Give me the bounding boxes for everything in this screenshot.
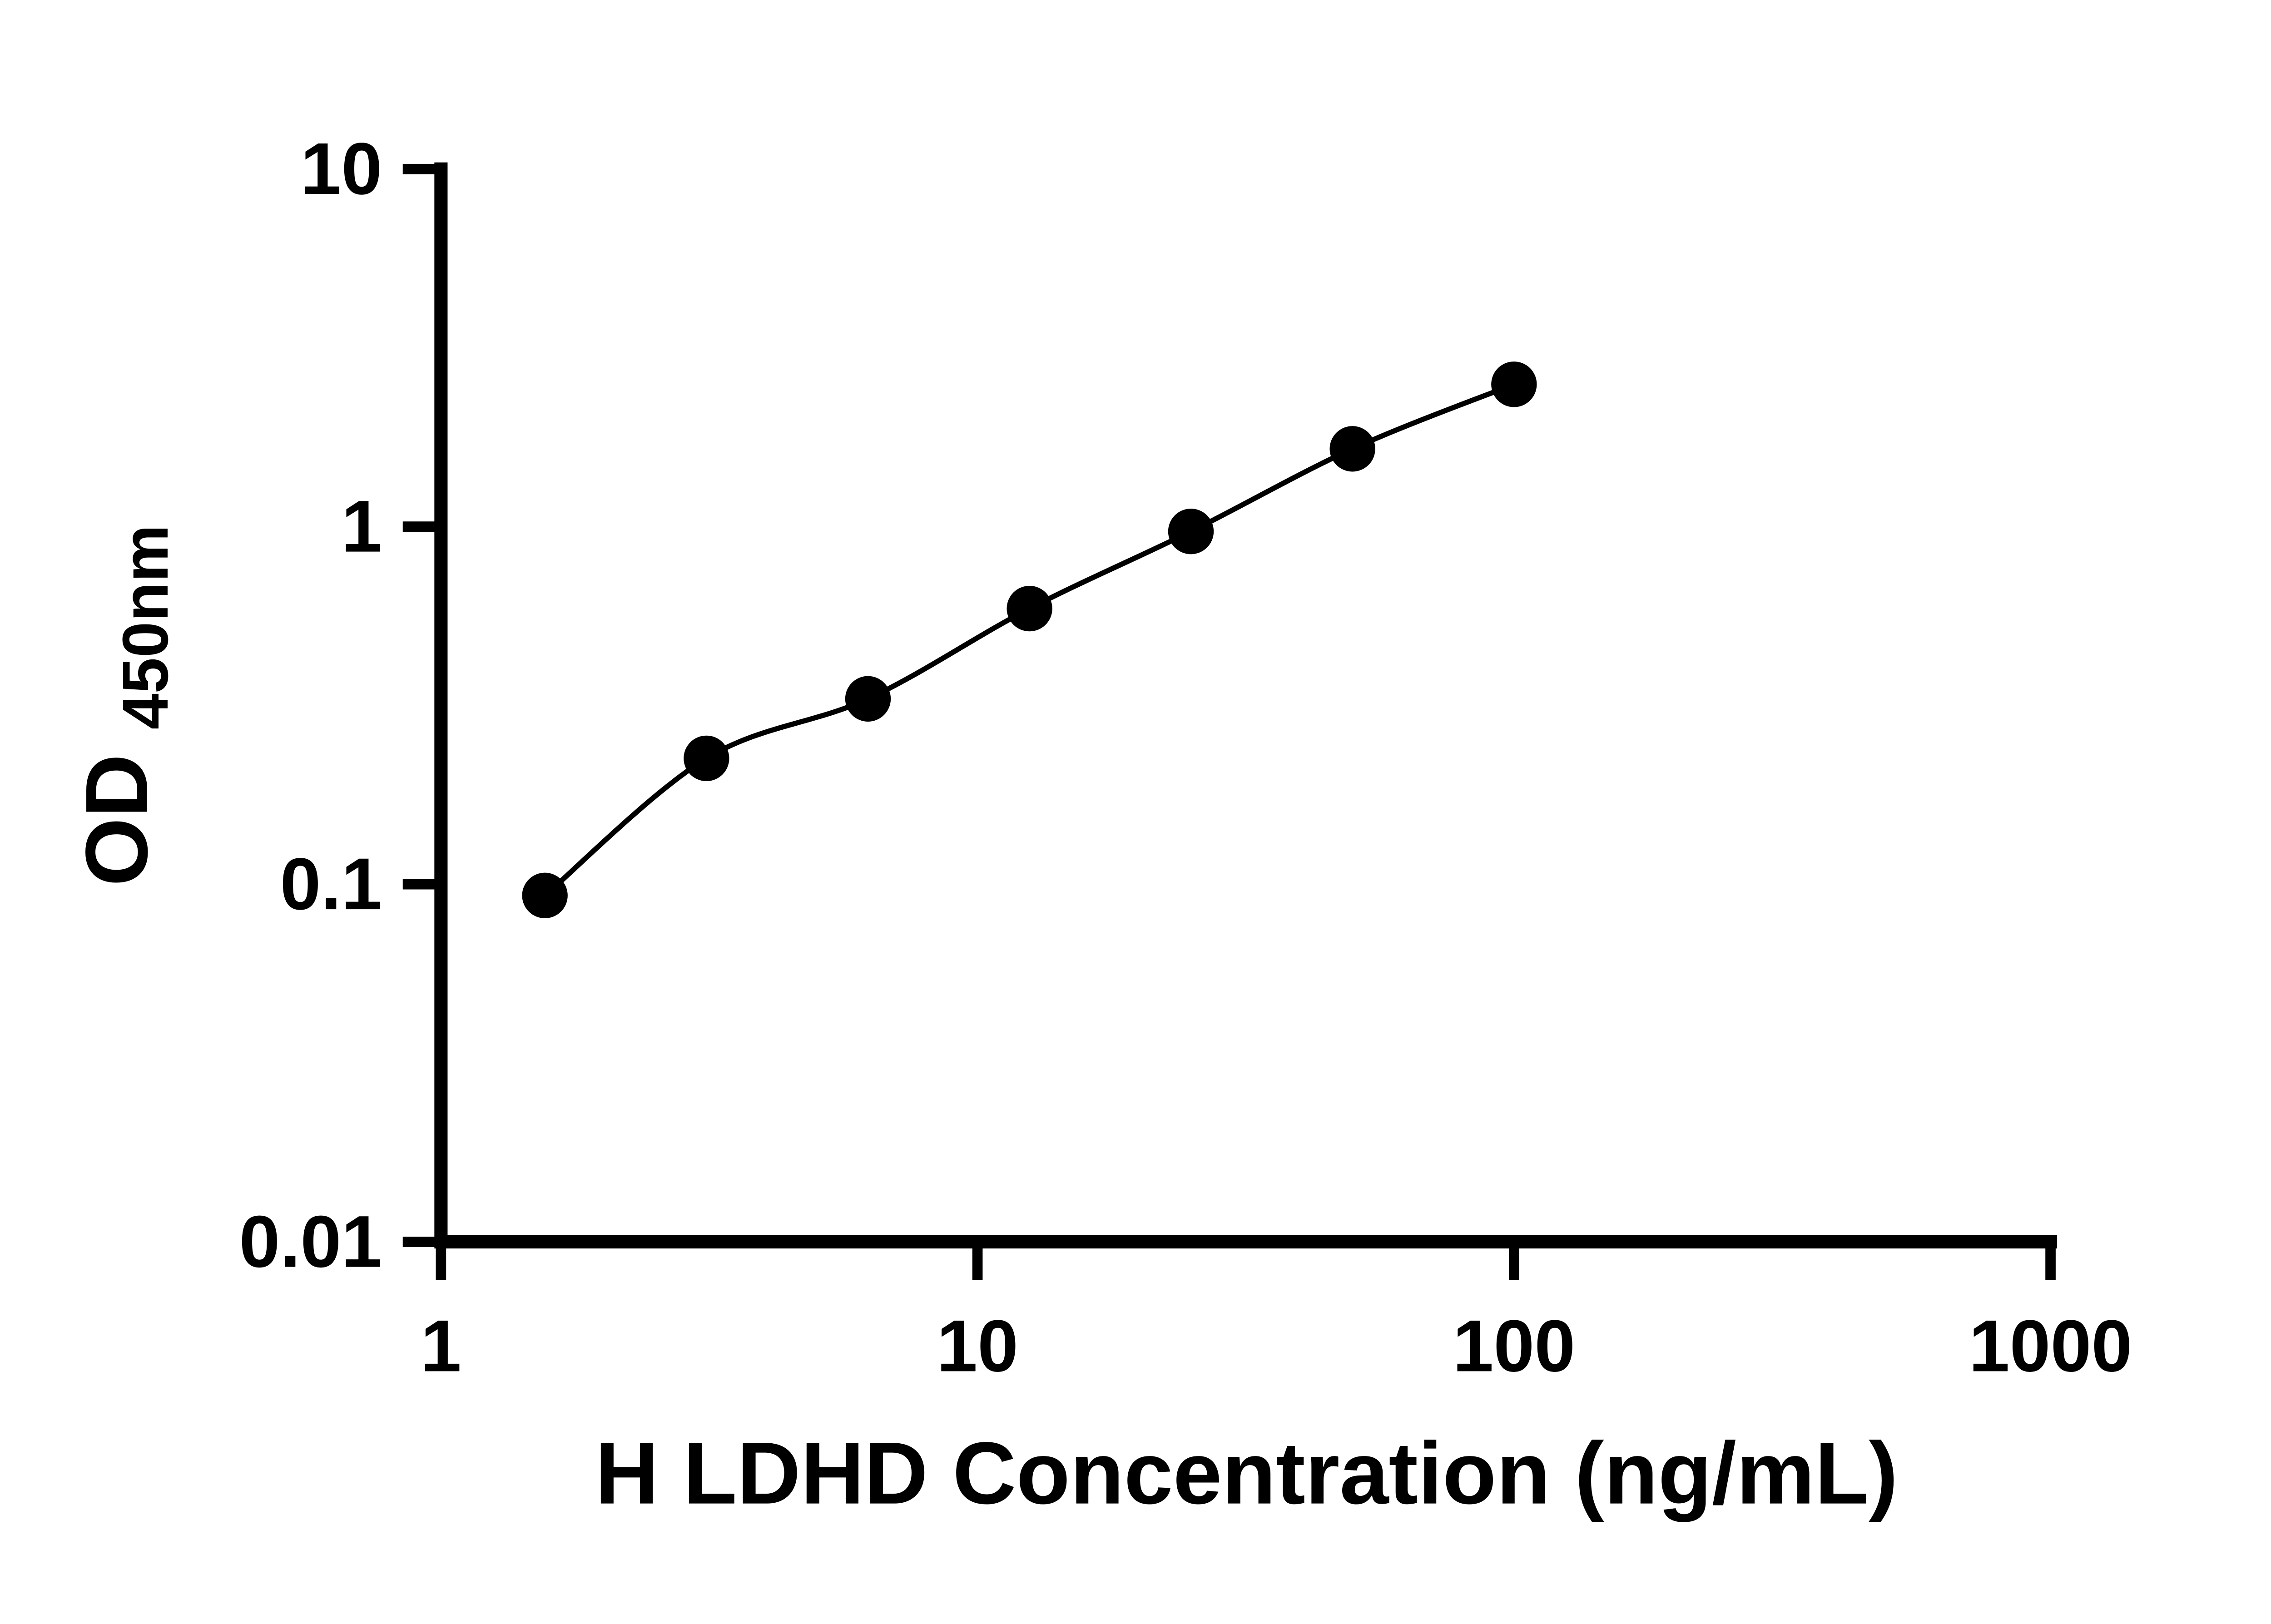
data-point [1168,509,1214,555]
y-tick-label: 1 [341,486,382,568]
axis-line [434,162,2058,1249]
x-tick-label: 1 [421,1305,461,1387]
x-axis-title: H LDHD Concentration (ng/mL) [595,1424,1898,1523]
data-point [845,676,891,722]
data-point [1329,426,1375,472]
plot-area [522,361,1537,918]
axes: 1 10 100 1000 10 1 0.1 0.01 [239,128,2132,1387]
y-tick-label: 10 [300,128,382,210]
y-tick-label: 0.1 [280,843,382,925]
data-point [684,735,729,782]
y-tick-label: 0.01 [239,1201,382,1283]
data-point [522,872,568,918]
y-axis-title-main: OD [68,754,166,886]
y-axis-title: OD 450nm [68,525,182,886]
y-axis-title-subscript: 450nm [109,525,182,729]
data-point [1491,361,1537,407]
x-tick-label: 10 [937,1305,1018,1387]
data-point [1007,585,1052,632]
x-tick-label: 1000 [1969,1305,2132,1387]
x-tick-label: 100 [1453,1305,1575,1387]
